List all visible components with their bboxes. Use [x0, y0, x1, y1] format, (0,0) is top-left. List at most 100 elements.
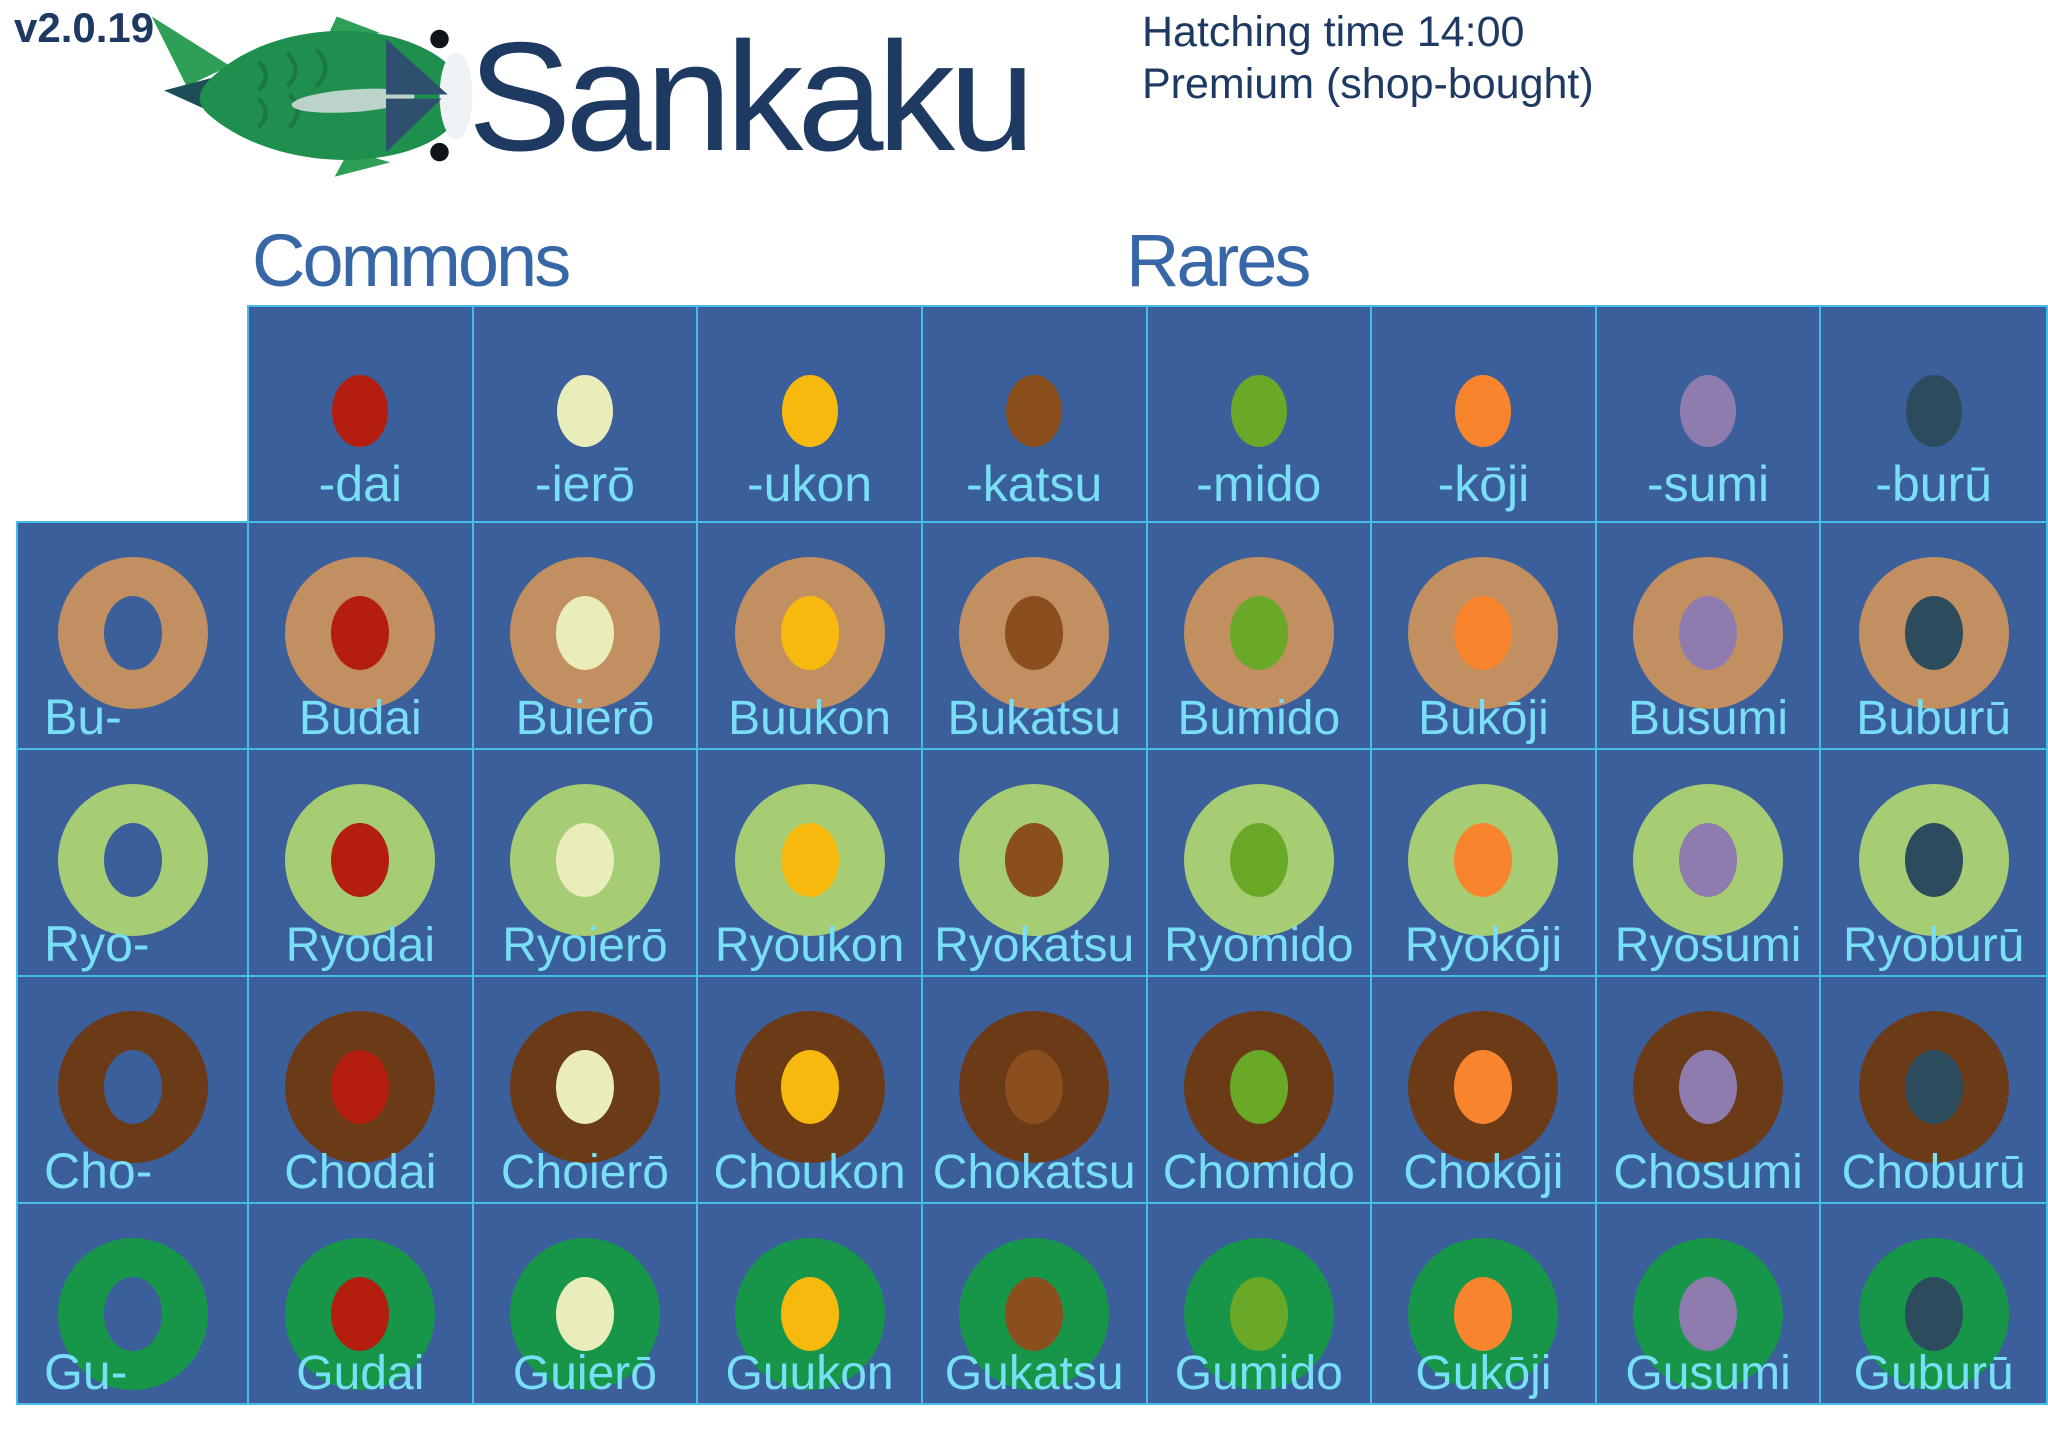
variant-name-label: Ryodai	[285, 919, 436, 972]
column-header-bur: -burū	[1821, 307, 2046, 521]
donut-empty-center	[103, 1277, 162, 1351]
fish-triangle-upper	[386, 39, 448, 95]
page-title: Sankaku	[468, 10, 1035, 183]
variant-donut	[285, 784, 436, 936]
variant-name-label: Choukon	[713, 1146, 906, 1199]
variant-name-label: Chosumi	[1613, 1146, 1803, 1199]
variant-donut	[1633, 1238, 1784, 1390]
variant-name-label: Guukon	[725, 1347, 894, 1400]
variant-name-label: Ryokōji	[1404, 919, 1563, 972]
variant-donut	[734, 557, 885, 709]
fish-triangle-lower	[386, 98, 442, 153]
column-header-row: -dai -ierō -ukon -katsu -mido -kōji -sumi -burū	[247, 305, 2048, 521]
fish-eye	[430, 142, 449, 162]
variant-cell-bumido: Bumido	[1147, 523, 1373, 750]
donut-empty-center	[103, 1050, 162, 1124]
variant-name-label: Budai	[298, 692, 422, 745]
variant-name-label: Bukōji	[1418, 692, 1549, 745]
variant-cell-ryoukon: Ryoukon	[698, 750, 923, 977]
donut-empty-center	[103, 823, 162, 897]
hatching-time-label: Hatching time 14:00	[1142, 8, 1525, 56]
donut-color-center	[1229, 823, 1288, 897]
variant-name-label: Busumi	[1628, 692, 1789, 745]
donut-color-center	[1679, 823, 1738, 897]
column-header-katsu: -katsu	[922, 307, 1148, 521]
donut-color-center	[780, 596, 839, 670]
variant-name-label: Chomido	[1162, 1146, 1355, 1199]
donut-color-center	[1454, 1050, 1513, 1124]
row-prefix-label: Ryo-	[44, 916, 150, 972]
variant-cell-gukji: Gukōji	[1372, 1204, 1597, 1403]
variant-donut	[1633, 557, 1784, 709]
variant-donut	[1183, 1238, 1334, 1390]
variant-donut	[1858, 784, 2009, 936]
variant-name-label: Gukatsu	[944, 1347, 1124, 1400]
variant-donut	[1408, 784, 1559, 936]
variant-donut	[734, 1011, 885, 1163]
variant-donut	[1858, 1238, 2009, 1390]
donut-color-center	[1904, 596, 1963, 670]
variant-name-label: Ryoierō	[502, 919, 668, 972]
fish-tail-upper	[151, 16, 230, 87]
variant-cell-chokji: Chokōji	[1372, 977, 1597, 1204]
fish-streak	[291, 88, 415, 113]
variant-name-label: Gumido	[1174, 1347, 1343, 1400]
variant-cell-guukon: Guukon	[698, 1204, 923, 1403]
variant-name-label: Buierō	[515, 692, 655, 745]
commons-heading: Commons	[252, 219, 571, 302]
variant-name-label: Choburū	[1841, 1146, 2026, 1199]
variant-cell-bukatsu: Bukatsu	[922, 523, 1148, 750]
column-header-sumi: -sumi	[1596, 307, 1822, 521]
variant-cell-ryoier: Ryoierō	[473, 750, 699, 977]
variant-cell-ryodai: Ryodai	[249, 750, 474, 977]
variant-donut	[734, 784, 885, 936]
variant-cell-chomido: Chomido	[1147, 977, 1373, 1204]
variant-donut	[959, 1011, 1110, 1163]
rares-heading: Rares	[1126, 219, 1311, 302]
variant-donut	[509, 557, 660, 709]
fish-eye	[430, 29, 449, 49]
variant-cell-bukji: Bukōji	[1372, 523, 1597, 750]
variant-cell-busumi: Busumi	[1596, 523, 1822, 750]
variant-donut	[57, 557, 208, 709]
variant-cell-gusumi: Gusumi	[1596, 1204, 1822, 1403]
column-suffix-label: -mido	[1196, 456, 1322, 512]
variant-cell-budai: Budai	[249, 523, 474, 750]
variant-donut	[285, 1238, 436, 1390]
donut-color-center	[555, 1277, 614, 1351]
donut-color-center	[1229, 596, 1288, 670]
variant-donut	[509, 1238, 660, 1390]
donut-color-center	[780, 823, 839, 897]
variant-name-label: Guburū	[1853, 1347, 2014, 1400]
row-header-bu: Bu-	[18, 523, 249, 750]
variant-cell-ryokatsu: Ryokatsu	[922, 750, 1148, 977]
variant-donut	[1183, 784, 1334, 936]
variant-cell-chokatsu: Chokatsu	[922, 977, 1148, 1204]
column-color-dot	[1230, 375, 1287, 447]
variant-name-label: Choierō	[500, 1146, 669, 1199]
column-color-dot	[781, 375, 838, 447]
donut-color-center	[331, 596, 390, 670]
column-color-dot	[1455, 375, 1512, 447]
variant-name-label: Bumido	[1177, 692, 1341, 745]
donut-color-center	[1454, 596, 1513, 670]
donut-color-center	[1679, 1050, 1738, 1124]
variant-cell-gukatsu: Gukatsu	[922, 1204, 1148, 1403]
variant-name-label: Ryomido	[1164, 919, 1354, 972]
donut-color-center	[1229, 1050, 1288, 1124]
hatch-info-block: Hatching time 14:00 Premium (shop-bought…	[1142, 6, 1594, 111]
donut-color-center	[555, 596, 614, 670]
column-suffix-label: -burū	[1875, 456, 1993, 512]
column-suffix-label: -dai	[318, 456, 402, 512]
donut-color-center	[1679, 596, 1738, 670]
donut-color-center	[1904, 1277, 1963, 1351]
donut-color-center	[780, 1050, 839, 1124]
variant-name-label: Gukōji	[1415, 1347, 1552, 1400]
variant-cell-bubur: Buburū	[1821, 523, 2046, 750]
version-label: v2.0.19	[14, 4, 155, 51]
variant-name-label: Buburū	[1856, 692, 2012, 745]
variant-cell-gudai: Gudai	[249, 1204, 474, 1403]
column-suffix-label: -ierō	[534, 456, 635, 512]
variant-donut	[285, 557, 436, 709]
row-header-cho: Cho-	[18, 977, 249, 1204]
